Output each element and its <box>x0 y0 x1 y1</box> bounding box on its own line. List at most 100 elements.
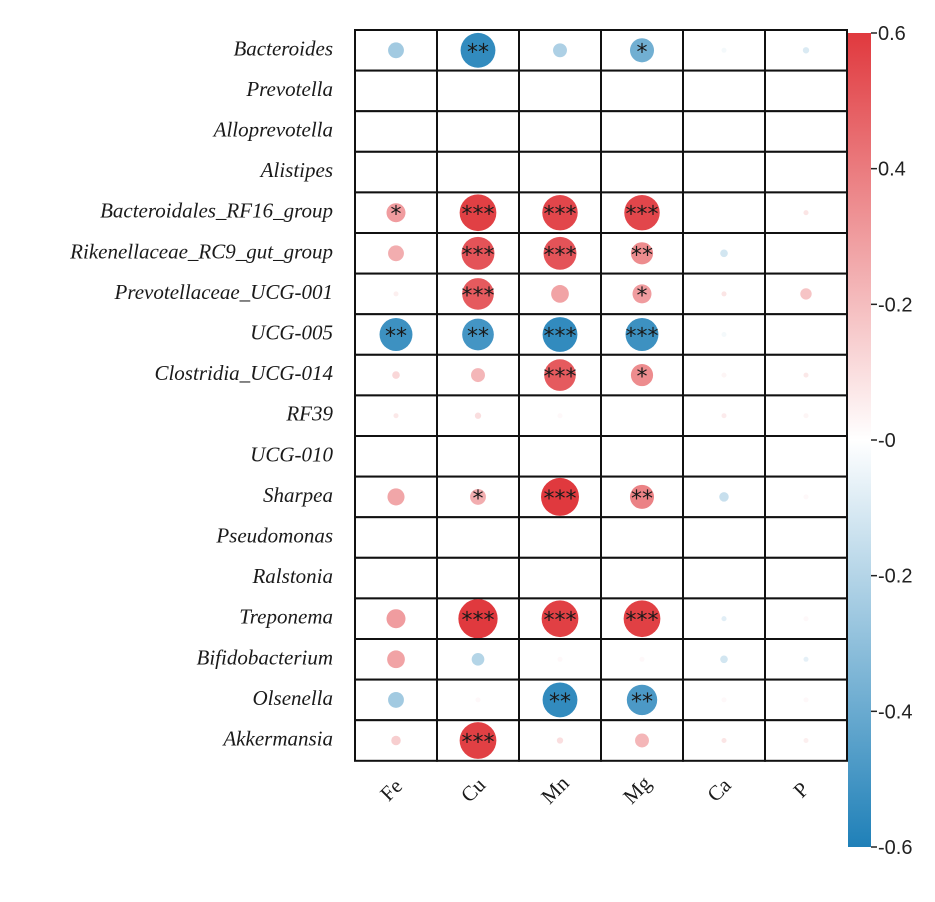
circle-bifidobacterium-mg <box>639 656 645 662</box>
row-label-rikenellaceae-rc9-gut-group: Rikenellaceae_RC9_gut_group <box>69 239 333 263</box>
cell-prevotella-fe <box>354 69 438 113</box>
circle-rf39-cu <box>474 412 482 419</box>
circle-clostridia-ucg-014-mg <box>630 364 654 387</box>
cell-akkermansia-ca <box>682 719 766 762</box>
circle-olsenella-mn <box>542 682 578 718</box>
significance-clostridia-ucg-014-mn: *** <box>544 365 577 390</box>
heatmap-grid: ** ** *** *** ****** *** ***** *** ** *** ****** **… <box>354 29 848 762</box>
cell-pseudomonas-ca <box>682 516 766 559</box>
circle-clostridia-ucg-014-ca <box>721 372 727 378</box>
column-label-ca: Ca <box>702 773 736 807</box>
circle-rikenellaceae-rc9-gut-group-cu <box>461 236 495 270</box>
significance-olsenella-mg: ** <box>631 690 653 715</box>
cell-pseudomonas-fe <box>354 516 438 559</box>
significance-treponema-cu: *** <box>462 609 495 634</box>
circle-treponema-mg <box>623 600 661 638</box>
colorbar-gradient <box>848 33 871 847</box>
row-label-sharpea: Sharpea <box>263 483 333 507</box>
cell-prevotella-ca <box>682 69 766 113</box>
circle-bifidobacterium-p <box>803 656 809 662</box>
cell-pseudomonas-mn <box>518 516 602 559</box>
cell-alloprevotella-ca <box>682 110 766 153</box>
row-label-bifidobacterium: Bifidobacterium <box>197 645 333 669</box>
circle-rikenellaceae-rc9-gut-group-ca <box>720 249 728 258</box>
cell-pseudomonas-mg <box>600 516 684 559</box>
colorbar-tick-label: -0.4 <box>878 701 912 723</box>
cell-ralstonia-mg <box>600 556 684 600</box>
cell-alistipes-mg <box>600 150 684 194</box>
circle-bacteroides-ca <box>721 47 727 53</box>
circle-akkermansia-mg <box>635 733 649 748</box>
significance-bacteroides-mg: * <box>637 40 648 65</box>
circle-bacteroidales-rf16-group-mn <box>542 194 578 231</box>
significance-rikenellaceae-rc9-gut-group-cu: *** <box>462 243 495 268</box>
cell-alloprevotella-mn <box>518 110 602 153</box>
circle-prevotellaceae-ucg-001-ca <box>721 291 727 297</box>
cell-rikenellaceae-rc9-gut-group-p <box>764 232 848 275</box>
row-label-alloprevotella: Alloprevotella <box>212 118 333 142</box>
cell-ucg-010-mg <box>600 435 684 478</box>
cell-sharpea-p <box>764 475 848 519</box>
circle-rikenellaceae-rc9-gut-group-fe <box>388 245 404 262</box>
circle-prevotellaceae-ucg-001-cu <box>462 278 494 310</box>
cell-alistipes-mn <box>518 150 602 194</box>
significance-rikenellaceae-rc9-gut-group-mg: ** <box>631 243 653 268</box>
significance-olsenella-mn: ** <box>549 690 571 715</box>
circle-prevotellaceae-ucg-001-mg <box>632 284 652 304</box>
circle-sharpea-p <box>803 494 809 500</box>
circle-akkermansia-p <box>803 738 809 743</box>
cell-ucg-010-p <box>764 435 848 478</box>
circle-rf39-p <box>803 413 809 419</box>
cell-pseudomonas-p <box>764 516 848 559</box>
row-label-prevotellaceae-ucg-001: Prevotellaceae_UCG-001 <box>114 280 333 304</box>
circle-treponema-fe <box>386 609 406 629</box>
cell-ucg-010-mn <box>518 435 602 478</box>
row-label-alistipes: Alistipes <box>259 158 333 182</box>
circle-rikenellaceae-rc9-gut-group-mg <box>630 242 654 265</box>
significance-treponema-mn: *** <box>544 609 577 634</box>
circle-bacteroides-mn <box>553 43 567 58</box>
column-label-fe: Fe <box>375 774 407 806</box>
significance-bacteroides-cu: ** <box>467 40 489 65</box>
circle-akkermansia-ca <box>721 737 727 744</box>
significance-ucg-005-mn: *** <box>544 325 577 350</box>
row-label-olsenella: Olsenella <box>253 686 333 710</box>
colorbar-tick-label: -0.2 <box>878 294 912 316</box>
circle-clostridia-ucg-014-cu <box>471 368 485 383</box>
cell-ralstonia-p <box>764 556 848 600</box>
circle-prevotellaceae-ucg-001-p <box>800 288 812 300</box>
circle-olsenella-cu <box>475 697 481 703</box>
cell-ralstonia-mn <box>518 556 602 600</box>
cell-rf39-mg <box>600 394 684 437</box>
cell-prevotella-mn <box>518 69 602 113</box>
circle-olsenella-fe <box>388 691 404 708</box>
significance-bacteroidales-rf16-group-mg: *** <box>626 203 659 228</box>
significance-rikenellaceae-rc9-gut-group-mn: *** <box>544 243 577 268</box>
circle-treponema-ca <box>721 616 727 622</box>
significance-sharpea-cu: * <box>473 487 484 512</box>
cell-alistipes-cu <box>436 150 520 194</box>
circle-sharpea-mg <box>629 484 655 509</box>
row-label-ucg-005: UCG-005 <box>250 321 333 345</box>
significance-bacteroidales-rf16-group-mn: *** <box>544 203 577 228</box>
circle-treponema-cu <box>458 599 498 639</box>
circle-rf39-fe <box>393 413 399 419</box>
circle-treponema-mn <box>541 600 579 638</box>
column-label-mn: Mn <box>536 771 574 809</box>
row-label-bacteroidales-rf16-group: Bacteroidales_RF16_group <box>100 199 333 223</box>
significance-bacteroidales-rf16-group-cu: *** <box>462 203 495 228</box>
circle-clostridia-ucg-014-p <box>803 372 809 378</box>
cell-ucg-005-p <box>764 313 848 356</box>
cell-ralstonia-fe <box>354 556 438 600</box>
column-label-cu: Cu <box>456 772 491 807</box>
cell-bacteroidales-rf16-group-ca <box>682 191 766 234</box>
circle-akkermansia-fe <box>391 735 401 746</box>
circle-ucg-005-mn <box>542 317 578 352</box>
row-labels: Bacteroides Prevotella Alloprevotella Alist… <box>69 36 333 750</box>
circle-rf39-mn <box>557 413 563 419</box>
cell-pseudomonas-cu <box>436 516 520 559</box>
column-labels: Fe Cu Mn Mg Ca P <box>375 771 814 809</box>
row-label-treponema: Treponema <box>239 605 333 629</box>
circle-bacteroides-fe <box>388 42 404 59</box>
